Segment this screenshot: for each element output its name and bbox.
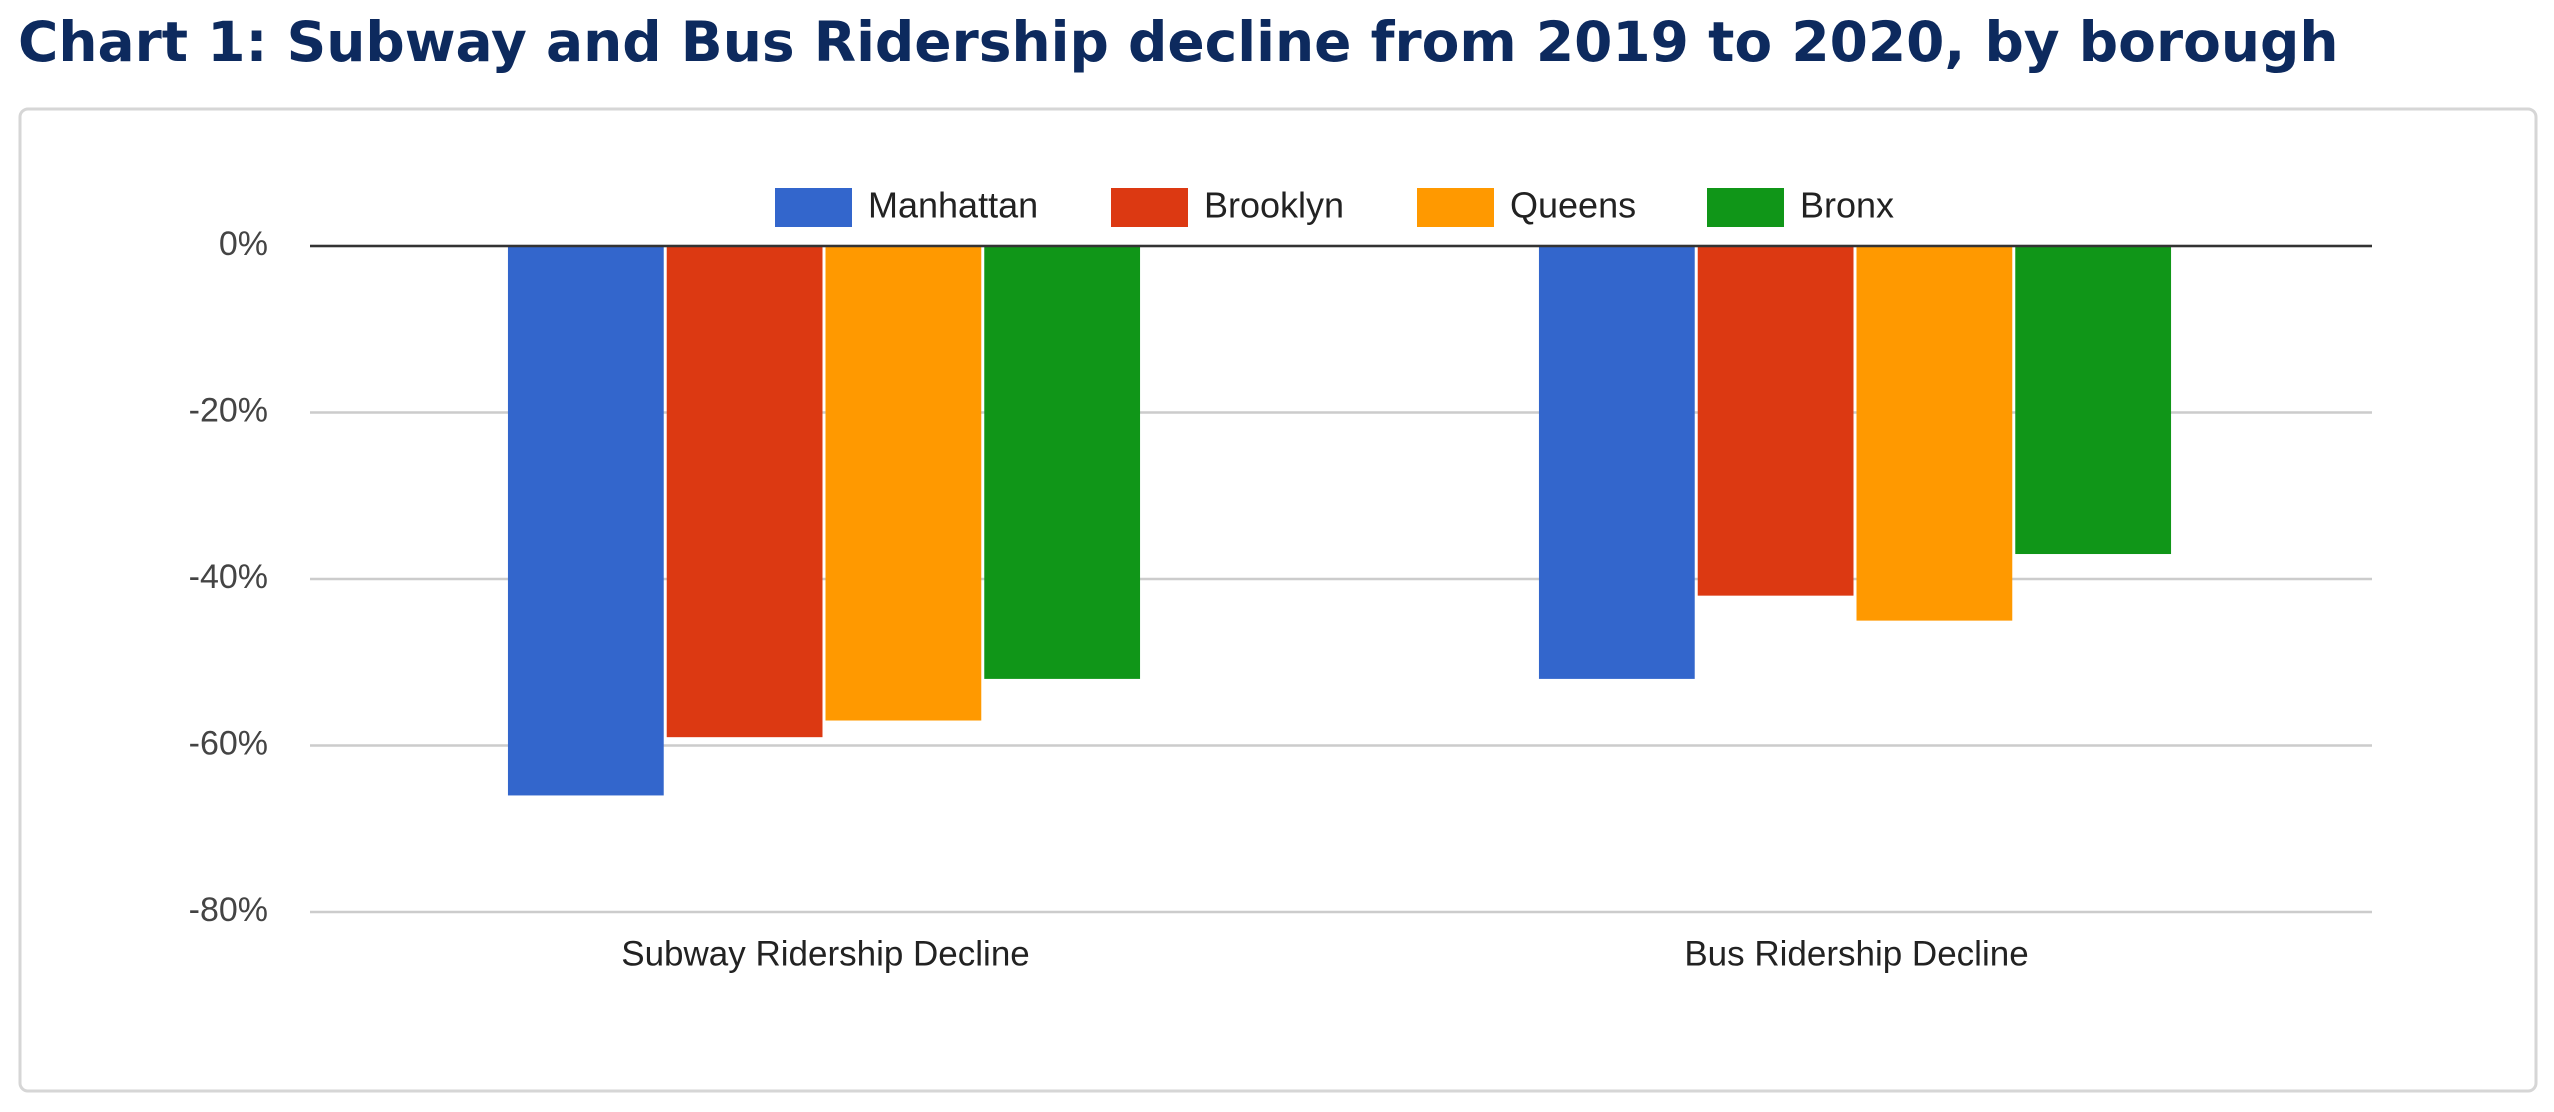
y-tick-label: -20%	[189, 391, 268, 429]
legend-swatch	[1707, 188, 1784, 227]
bar	[507, 246, 664, 796]
bar	[2015, 246, 2172, 555]
y-tick-label: 0%	[219, 225, 268, 263]
legend-label: Brooklyn	[1204, 185, 1344, 226]
x-tick-label: Bus Ridership Decline	[1684, 934, 2028, 973]
bar	[1697, 246, 1854, 596]
bar	[984, 246, 1141, 679]
y-tick-label: -60%	[189, 724, 268, 762]
legend-label: Bronx	[1800, 185, 1894, 226]
bar	[1856, 246, 2013, 621]
legend-swatch	[1111, 188, 1188, 227]
legend-swatch	[775, 188, 852, 227]
y-tick-label: -40%	[189, 558, 268, 596]
bar	[666, 246, 823, 738]
chart-title: Chart 1: Subway and Bus Ridership declin…	[18, 10, 2339, 74]
bar	[1538, 246, 1695, 679]
bar	[825, 246, 982, 721]
legend-label: Queens	[1510, 185, 1636, 226]
x-tick-label: Subway Ridership Decline	[621, 934, 1030, 973]
y-tick-label: -80%	[189, 891, 268, 929]
legend-swatch	[1417, 188, 1494, 227]
legend-label: Manhattan	[868, 185, 1038, 226]
